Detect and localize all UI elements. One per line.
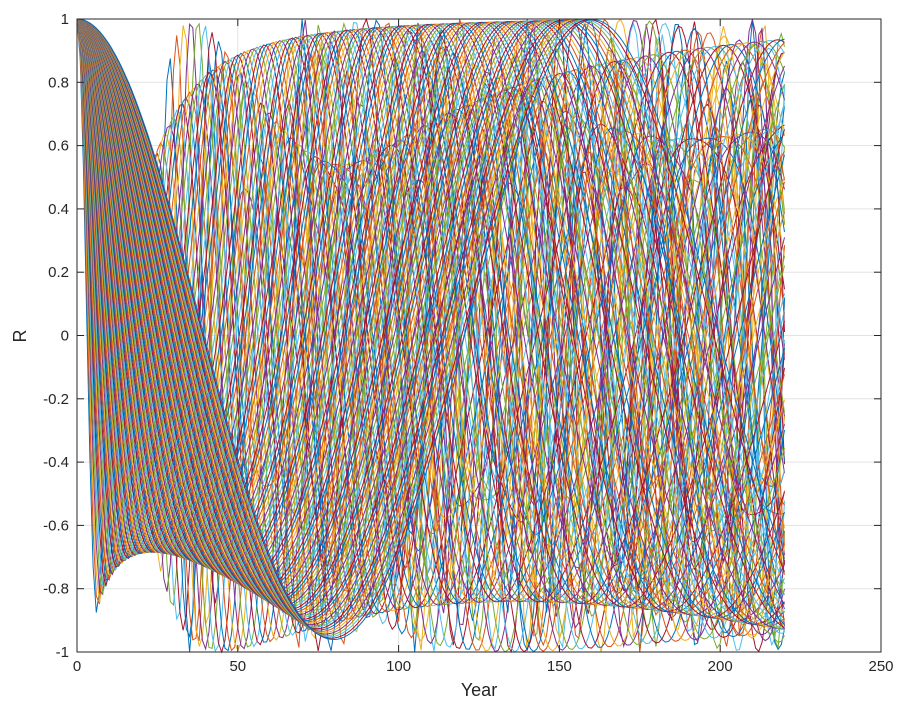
series-line bbox=[76, 18, 785, 614]
series-line bbox=[76, 18, 785, 627]
series-lines bbox=[76, 17, 785, 654]
plot-area: 0 50 100 150 200 250 -1 -0.8 -0.6 -0.4 -0.2 0 0.2 0.4… bbox=[43, 11, 893, 675]
x-tick-label: 100 bbox=[386, 658, 411, 675]
series-line bbox=[76, 18, 785, 630]
x-tick-label: 150 bbox=[547, 658, 572, 675]
y-tick-label: -0.2 bbox=[43, 391, 69, 408]
series-line bbox=[76, 18, 785, 618]
series-line bbox=[76, 18, 785, 624]
axis-ticks: 0 50 100 150 200 250 -1 -0.8 -0.6 -0.4 -0.2 0 0.2 0.4… bbox=[43, 11, 893, 675]
series-line bbox=[76, 18, 785, 607]
y-tick-label: -0.4 bbox=[43, 454, 69, 471]
y-tick-label: 0.6 bbox=[48, 138, 69, 155]
x-tick-label: 200 bbox=[708, 658, 733, 675]
y-tick-label: 1 bbox=[61, 11, 69, 28]
series-line bbox=[76, 18, 785, 635]
series-line bbox=[76, 18, 785, 632]
series-line bbox=[76, 18, 785, 604]
series-line bbox=[76, 18, 785, 607]
series-line bbox=[76, 18, 785, 626]
series-line bbox=[76, 18, 785, 604]
series-line bbox=[76, 18, 785, 628]
series-line bbox=[76, 18, 785, 610]
series-line bbox=[76, 18, 785, 608]
x-tick-label: 50 bbox=[229, 658, 246, 675]
series-line bbox=[76, 18, 785, 613]
series-line bbox=[76, 18, 785, 603]
series-line bbox=[76, 18, 785, 605]
series-line bbox=[76, 18, 785, 603]
y-tick-label: 0.4 bbox=[48, 201, 69, 218]
series-line bbox=[76, 18, 785, 638]
series-line bbox=[76, 18, 785, 653]
series-line bbox=[76, 18, 785, 610]
series-line bbox=[76, 18, 785, 617]
series-line bbox=[76, 18, 785, 609]
y-axis-title: R bbox=[10, 330, 30, 343]
y-tick-label: 0.8 bbox=[48, 74, 69, 91]
series-line bbox=[76, 18, 785, 636]
series-line bbox=[76, 18, 785, 629]
series-line bbox=[76, 18, 785, 613]
series-line bbox=[76, 18, 785, 619]
series-line bbox=[76, 18, 785, 615]
series-line bbox=[76, 18, 785, 625]
series-line bbox=[76, 18, 785, 603]
series-line bbox=[76, 18, 785, 620]
y-tick-label: -1 bbox=[56, 644, 69, 661]
series-line bbox=[76, 18, 785, 621]
x-axis-title: Year bbox=[461, 680, 497, 700]
series-line bbox=[76, 18, 785, 630]
y-tick-label: 0 bbox=[61, 328, 69, 345]
series-line bbox=[76, 18, 785, 612]
series-line bbox=[76, 18, 785, 609]
series-line bbox=[76, 18, 785, 623]
series-line bbox=[76, 18, 785, 611]
series-line bbox=[76, 18, 785, 603]
y-tick-label: 0.2 bbox=[48, 264, 69, 281]
series-line bbox=[76, 18, 785, 627]
x-tick-label: 250 bbox=[868, 658, 893, 675]
series-line bbox=[76, 18, 785, 641]
series-line bbox=[76, 18, 785, 639]
series-line bbox=[76, 18, 785, 622]
series-line bbox=[76, 18, 785, 646]
series-line bbox=[76, 18, 785, 630]
series-line bbox=[76, 18, 785, 605]
series-line bbox=[76, 18, 785, 631]
series-line bbox=[76, 18, 785, 616]
series-line bbox=[76, 18, 785, 619]
y-tick-label: -0.8 bbox=[43, 581, 69, 598]
series-line bbox=[76, 18, 785, 631]
x-tick-label: 0 bbox=[73, 658, 81, 675]
y-tick-label: -0.6 bbox=[43, 517, 69, 534]
series-line bbox=[76, 18, 785, 611]
series-line bbox=[76, 18, 785, 635]
series-line bbox=[76, 18, 785, 634]
